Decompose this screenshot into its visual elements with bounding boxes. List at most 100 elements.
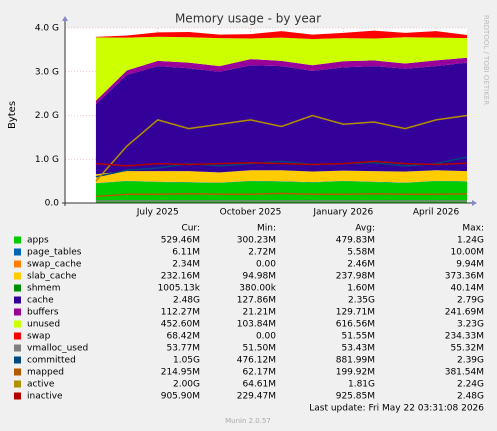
last-update: Last update: Fri May 22 03:31:08 2026 xyxy=(309,404,484,414)
legend-label: inactive xyxy=(27,392,63,402)
legend-stat: 234.33M xyxy=(445,332,484,342)
y-tick-label: 2.0 G xyxy=(35,111,59,121)
legend-stat: 2.39G xyxy=(457,356,484,366)
legend-stat: 53.43M xyxy=(341,344,375,354)
legend-stat: 112.27M xyxy=(161,308,200,318)
legend-stat: 5.58M xyxy=(347,248,375,258)
line xyxy=(95,160,468,167)
legend-stat: 10.00M xyxy=(450,248,484,258)
legend-stat: 53.77M xyxy=(166,344,200,354)
legend-label: swap_cache xyxy=(27,260,82,270)
legend-stat: 2.46M xyxy=(347,260,375,270)
y-tick-label: 1.0 G xyxy=(35,155,59,165)
legend-stat: 2.35G xyxy=(348,296,375,306)
legend-stat: 3.23G xyxy=(457,320,484,330)
legend-stat: 214.95M xyxy=(161,368,200,378)
legend-label: unused xyxy=(27,320,60,330)
legend-stat: 68.42M xyxy=(166,332,200,342)
legend-swatch xyxy=(14,248,21,256)
y-axis-label: Bytes xyxy=(7,101,18,129)
legend-swatch xyxy=(14,296,21,304)
legend-stat: 127.86M xyxy=(237,296,276,306)
legend-stat: 6.11M xyxy=(172,248,200,258)
footer: Munin 2.0.57 xyxy=(225,417,271,425)
legend-stat: 21.21M xyxy=(242,308,276,318)
legend-stat: 0.00 xyxy=(256,260,276,270)
legend-stat: 64.61M xyxy=(242,380,276,390)
legend-label: slab_cache xyxy=(27,272,77,282)
legend-stat: 0.00 xyxy=(256,332,276,342)
legend-stat: 479.83M xyxy=(336,236,375,246)
x-tick-label: October 2025 xyxy=(220,208,282,218)
legend-stat: 905.90M xyxy=(161,392,200,402)
legend-label: page_tables xyxy=(27,248,82,258)
legend-stat: 529.46M xyxy=(161,236,200,246)
legend-stat: 2.00G xyxy=(173,380,200,390)
legend-stat: 1.60M xyxy=(347,284,375,294)
y-tick-label: 0.0 xyxy=(45,199,60,209)
legend-stat: 300.23M xyxy=(237,236,276,246)
legend-stat: 2.48G xyxy=(457,392,484,402)
line xyxy=(95,114,468,182)
legend-stat: 241.69M xyxy=(445,308,484,318)
legend-swatch xyxy=(14,368,21,376)
side-note: RRDTOOL / TOBI OETIKER xyxy=(482,15,490,105)
area xyxy=(95,36,467,101)
legend-swatch xyxy=(14,320,21,328)
legend-stat: 199.92M xyxy=(336,368,375,378)
legend-label: vmalloc_used xyxy=(27,344,88,354)
legend-header: Cur: xyxy=(181,224,200,234)
legend-stat: 616.56M xyxy=(336,320,375,330)
legend-stat: 381.54M xyxy=(445,368,484,378)
legend-swatch xyxy=(14,332,21,340)
legend-stat: 2.72M xyxy=(248,248,276,258)
line xyxy=(95,192,468,198)
axis-arrow xyxy=(472,200,477,206)
legend-swatch xyxy=(14,380,21,388)
legend-stat: 2.79G xyxy=(457,296,484,306)
legend-swatch xyxy=(14,284,21,292)
legend-stat: 1005.13k xyxy=(158,284,201,294)
legend-label: cache xyxy=(27,296,54,306)
legend-label: shmem xyxy=(27,284,60,294)
legend-label: mapped xyxy=(27,368,64,378)
line xyxy=(95,156,468,178)
legend-stat: 40.14M xyxy=(450,284,484,294)
x-tick-label: July 2025 xyxy=(136,208,179,218)
legend-stat: 2.34M xyxy=(172,260,200,270)
area xyxy=(95,180,467,184)
area xyxy=(95,62,467,175)
legend-swatch xyxy=(14,236,21,244)
legend-swatch xyxy=(14,356,21,364)
legend-stat: 1.81G xyxy=(348,380,375,390)
legend-stat: 1.05G xyxy=(173,356,200,366)
legend-stat: 55.32M xyxy=(450,344,484,354)
y-tick-label: 4.0 G xyxy=(35,24,59,34)
area xyxy=(95,181,467,203)
area xyxy=(95,170,467,184)
legend-label: swap xyxy=(27,332,51,342)
legend-stat: 232.16M xyxy=(161,272,200,282)
legend-stat: 2.48G xyxy=(173,296,200,306)
legend-label: buffers xyxy=(27,308,59,318)
legend-stat: 380.00k xyxy=(239,284,276,294)
legend-swatch xyxy=(14,392,21,400)
legend-swatch xyxy=(14,260,21,268)
area xyxy=(95,180,467,184)
legend-stat: 103.84M xyxy=(237,320,276,330)
legend-label: committed xyxy=(27,356,76,366)
legend-stat: 9.94M xyxy=(456,260,484,270)
legend-stat: 229.47M xyxy=(237,392,276,402)
legend-stat: 51.50M xyxy=(242,344,276,354)
legend-stat: 1.24G xyxy=(457,236,484,246)
legend-swatch xyxy=(14,308,21,316)
legend-swatch xyxy=(14,344,21,352)
legend-stat: 2.24G xyxy=(457,380,484,390)
axis-arrow xyxy=(62,16,68,21)
legend-stat: 373.36M xyxy=(445,272,484,282)
legend-swatch xyxy=(14,272,21,280)
area xyxy=(95,30,467,39)
legend-stat: 925.85M xyxy=(336,392,375,402)
legend-stat: 881.99M xyxy=(336,356,375,366)
